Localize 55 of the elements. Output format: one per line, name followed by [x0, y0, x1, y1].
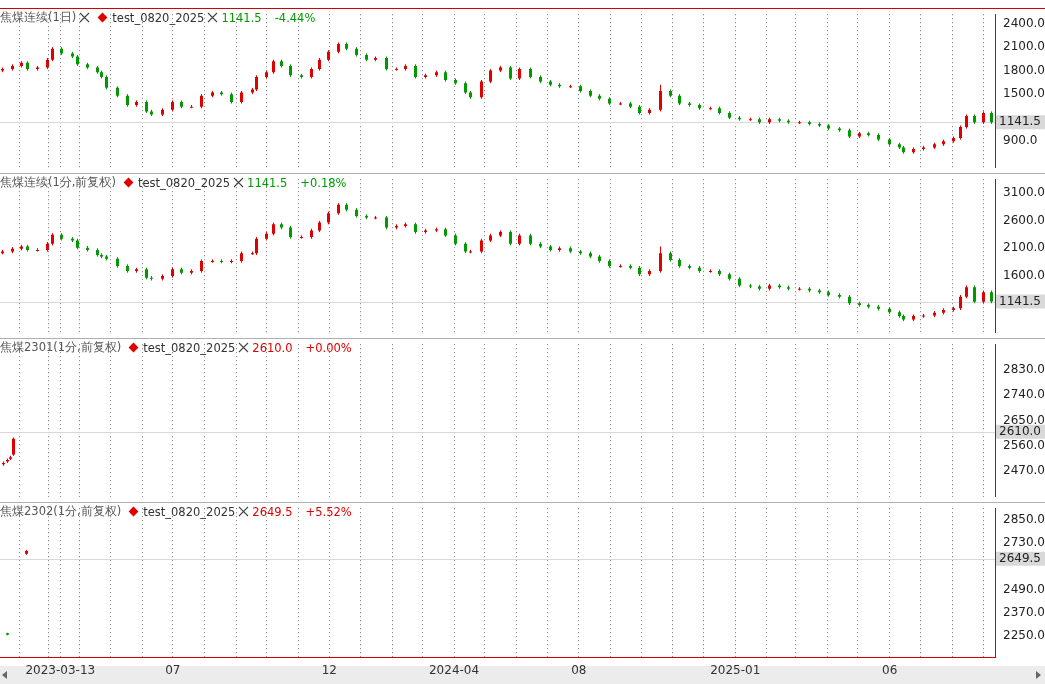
y-tick-label: 2370.0: [1003, 605, 1045, 620]
y-tick-label: 2100.0: [1003, 39, 1045, 54]
y-tick-label: 2740.0: [1003, 387, 1045, 402]
x-tick-label: 2023-03-13: [25, 662, 96, 677]
candlestick: [480, 79, 483, 100]
y-tick-label: 1600.0: [1003, 268, 1045, 283]
legend-label: test_0820_2025: [137, 175, 231, 190]
annotation: -4.44%: [274, 10, 316, 25]
x-tick-label: 06: [882, 662, 898, 677]
chart-title: 焦煤2301(1分,前复权): [0, 340, 122, 355]
y-tick-label: 2490.0: [1003, 581, 1045, 596]
y-tick-label: 2600.0: [1003, 212, 1045, 227]
y-tick-label: 2830.0: [1003, 361, 1045, 376]
candlestick: [709, 268, 712, 274]
annotation: 2610.0: [252, 340, 293, 355]
annotation: 1141.5: [221, 10, 262, 25]
candlestick: [36, 247, 39, 253]
chart-title: 焦煤2302(1分,前复权): [0, 504, 122, 519]
legend-label: test_0820_2025: [143, 340, 236, 355]
y-tick-label: 2560.0: [1003, 438, 1045, 453]
x-tick-label: 2025-01: [710, 662, 761, 677]
x-tick-label: 2024-04: [428, 662, 480, 677]
y-tick-label: 2250.0: [1003, 628, 1045, 643]
candlestick: [211, 258, 214, 264]
annotation: +0.00%: [305, 340, 352, 355]
y-tick-label: 2400.0: [1003, 15, 1045, 30]
ref-line-label: 2649.5: [999, 550, 1041, 565]
annotation: 2649.5: [252, 504, 293, 519]
y-tick-label: 2100.0: [1003, 240, 1045, 255]
candlestick: [300, 234, 303, 240]
candlestick: [12, 436, 15, 457]
y-tick-label: 2850.0: [1003, 511, 1045, 526]
y-tick-label: 900.0: [1003, 133, 1038, 148]
x-tick-label: 08: [571, 662, 587, 677]
ref-line-label: 1141.5: [999, 114, 1041, 129]
annotation: +5.52%: [305, 504, 352, 519]
candlestick: [659, 84, 662, 112]
y-tick-label: 1800.0: [1003, 62, 1045, 77]
candlestick: [619, 263, 622, 269]
y-tick-label: 1500.0: [1003, 86, 1045, 101]
chart-title: 焦煤连续(1分,前复权): [0, 175, 116, 190]
x-tick-label: 07: [165, 662, 181, 677]
ref-line-label: 1141.5: [999, 293, 1041, 308]
candlestick: [798, 286, 801, 291]
y-tick-label: 2470.0: [1003, 463, 1045, 478]
legend-label: test_0820_2025: [112, 10, 205, 25]
candlestick: [659, 246, 662, 274]
y-tick-label: 3100.0: [1003, 184, 1045, 199]
chart-title: 焦煤连续(1日): [0, 10, 77, 25]
annotation: 1141.5: [247, 175, 288, 190]
candlestick: [395, 66, 398, 72]
x-tick-label: 12: [321, 662, 337, 677]
y-tick-label: 2730.0: [1003, 535, 1045, 550]
legend-label: test_0820_2025: [143, 504, 236, 519]
annotation: +0.18%: [300, 175, 347, 190]
